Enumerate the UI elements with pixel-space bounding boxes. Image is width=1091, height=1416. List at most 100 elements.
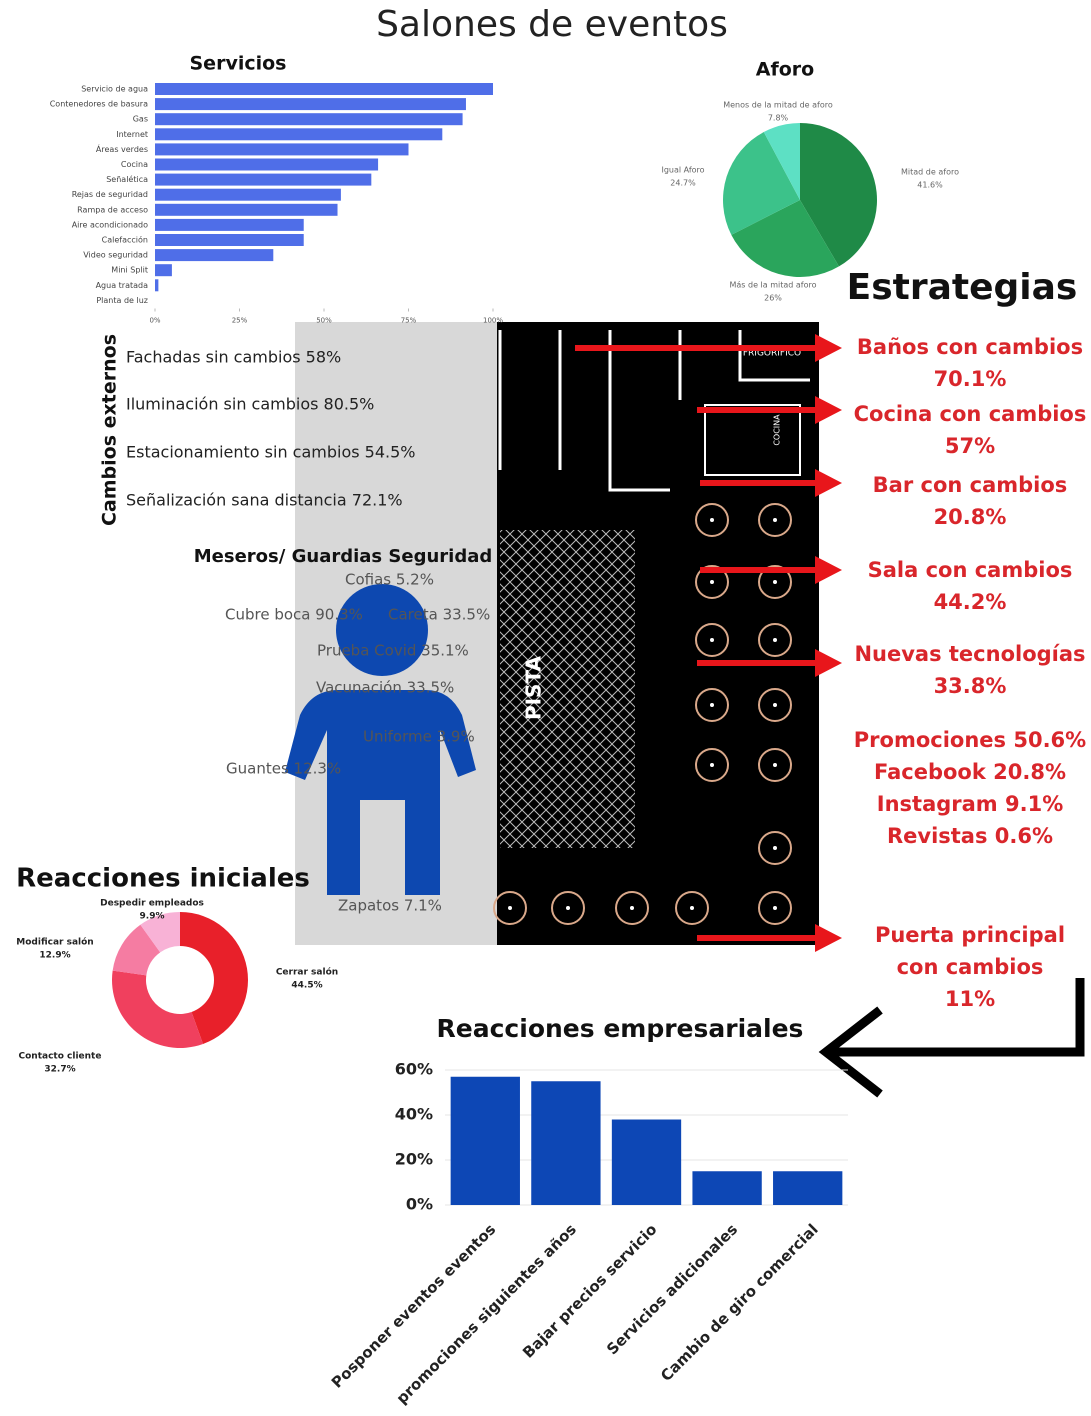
slice-value: 7.8%	[768, 114, 789, 123]
bar	[155, 188, 341, 201]
slice	[180, 912, 248, 1044]
slice-label: Menos de la mitad de aforo	[723, 101, 833, 110]
strategy-item: 20.8%	[934, 505, 1007, 529]
bar	[155, 128, 443, 141]
table	[695, 503, 729, 537]
section-title: Estrategias	[847, 267, 1078, 308]
y-tick-label: Cocina	[121, 160, 148, 169]
list-item: Prueba Covid 35.1%	[317, 642, 469, 660]
y-tick-label: 60%	[395, 1060, 433, 1079]
kitchen	[704, 404, 801, 476]
y-tick-label: 20%	[395, 1150, 433, 1169]
arrow-head	[815, 924, 842, 952]
slice-label: Cerrar salón	[276, 967, 338, 978]
strategy-item: 57%	[945, 434, 995, 458]
strategy-item: Cocina con cambios	[854, 402, 1087, 426]
slice-value: 32.7%	[44, 1065, 75, 1075]
slice-label: Contacto cliente	[19, 1052, 102, 1062]
dance-floor	[500, 530, 635, 848]
y-tick-label: Áreas verdes	[96, 143, 148, 154]
y-tick-label: Aire acondicionado	[72, 220, 148, 229]
strategy-item: 44.2%	[934, 590, 1007, 614]
slice-value: 41.6%	[917, 181, 943, 190]
bar	[155, 113, 463, 126]
arrow-head	[815, 334, 842, 362]
slice-value: 9.9%	[140, 912, 165, 922]
y-tick-label: 0%	[406, 1195, 433, 1214]
table	[758, 748, 792, 782]
table	[695, 688, 729, 722]
table	[758, 688, 792, 722]
slice	[763, 123, 800, 200]
table-center	[773, 846, 777, 850]
table	[758, 565, 792, 599]
black-arrow-head	[818, 1006, 883, 1098]
x-tick-label: Bajar precios servicio	[519, 1220, 660, 1361]
table-center	[773, 906, 777, 910]
chart-title: Reacciones iniciales	[16, 864, 310, 894]
chart-title: Aforo	[756, 59, 814, 81]
y-tick-label: Calefacción	[102, 235, 148, 245]
x-tick-label: Cambio de giro comercial	[657, 1220, 822, 1385]
slice	[800, 123, 878, 267]
strategy-item: Revistas 0.6%	[887, 824, 1053, 848]
table-center	[773, 703, 777, 707]
slice-label: Mitad de aforo	[901, 168, 959, 177]
bar	[773, 1171, 843, 1205]
list-item: Vacunación 33.5%	[316, 679, 454, 697]
table-center	[773, 638, 777, 642]
strategy-item: Promociones 50.6%	[854, 728, 1086, 752]
strategy-item: Puerta principal	[875, 923, 1065, 947]
arrow-head	[815, 556, 842, 584]
y-tick-label: Video seguridad	[83, 251, 148, 260]
section-title: Meseros/ Guardias Seguridad	[194, 546, 492, 567]
y-tick-label: Rampa de acceso	[77, 205, 148, 214]
walls	[498, 330, 810, 492]
y-tick-label: Planta de luz	[96, 296, 148, 305]
bar	[155, 173, 372, 186]
list-item: Cofias 5.2%	[345, 571, 434, 589]
x-tick-label: Posponer eventos eventos	[328, 1220, 499, 1391]
table	[615, 891, 649, 925]
slice-value: 24.7%	[670, 179, 696, 188]
floor-label: COCINA	[773, 414, 782, 446]
arrow-head	[815, 396, 842, 424]
bar	[450, 1076, 520, 1205]
x-tick-label: 50%	[316, 317, 332, 325]
table-center	[773, 580, 777, 584]
strategy-item: Instagram 9.1%	[877, 792, 1063, 816]
bar	[155, 203, 338, 216]
strategy-item: Baños con cambios	[857, 335, 1083, 359]
list-item: Señalización sana distancia 72.1%	[126, 491, 403, 510]
table-center	[710, 518, 714, 522]
person-figure	[285, 584, 476, 895]
slice-label: Modificar salón	[16, 937, 93, 948]
y-tick-label: Contenedores de basura	[50, 100, 148, 109]
y-tick-label: Servicio de agua	[81, 85, 148, 94]
y-tick-label: Gas	[133, 115, 148, 124]
chart-title: Reacciones empresariales	[437, 1014, 804, 1043]
table-center	[710, 638, 714, 642]
slice-value: 44.5%	[291, 981, 322, 991]
table	[758, 891, 792, 925]
x-tick-label: Servicios adicionales	[603, 1220, 741, 1358]
bar	[155, 264, 172, 277]
bar	[155, 158, 379, 171]
slice-value: 26%	[764, 294, 782, 303]
bar	[531, 1081, 601, 1205]
x-tick-label: 0%	[149, 317, 160, 325]
slice	[731, 200, 839, 277]
table-center	[773, 518, 777, 522]
chart-title: Servicios	[190, 53, 287, 75]
section-title: Cambios externos	[99, 334, 121, 526]
floor-label: PISTA	[522, 655, 546, 720]
list-item: Fachadas sin cambios 58%	[126, 348, 341, 367]
list-item: Estacionamiento sin cambios 54.5%	[126, 443, 416, 462]
list-item: Cubre boca 90.3%	[225, 606, 363, 624]
floor-label: FRIGORIFICO	[743, 349, 801, 359]
bar	[155, 98, 466, 111]
tables	[493, 503, 792, 925]
table-center	[690, 906, 694, 910]
slice-label: Más de la mitad aforo	[729, 281, 816, 290]
